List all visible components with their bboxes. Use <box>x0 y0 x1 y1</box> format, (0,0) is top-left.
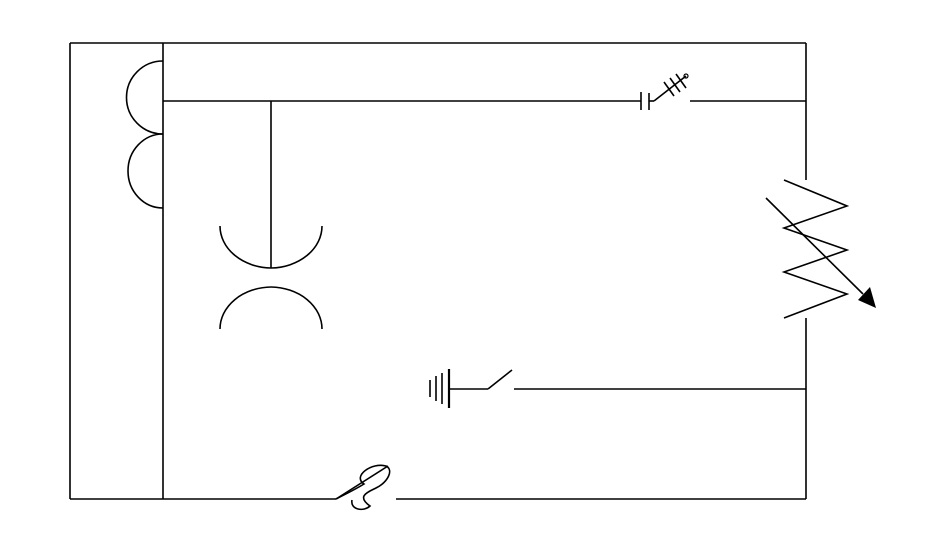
inductor-coil-upper <box>125 60 164 135</box>
fuse-curve <box>335 464 391 511</box>
resistor-adjust-arrow-shaft <box>765 197 864 295</box>
transformer-coil-2 <box>270 225 323 269</box>
transformer-icon <box>219 225 323 330</box>
battery-switch-icon <box>429 369 513 408</box>
outer-frame <box>69 42 163 500</box>
transformer-coil-1 <box>219 225 272 269</box>
resistor-arrow-head <box>858 287 876 308</box>
fuse-icon <box>335 464 391 511</box>
capacitor-tuning-arrow <box>653 75 687 102</box>
inductor-coil-lower <box>127 133 164 209</box>
inductor-icon <box>125 60 164 209</box>
capacitor-tick-2 <box>669 77 681 93</box>
capacitor-tick-3 <box>675 73 687 89</box>
transformer-coil-4 <box>270 286 323 330</box>
capacitor-tick-1 <box>663 81 675 97</box>
capacitor-tip <box>683 73 689 79</box>
variable-capacitor-icon <box>640 73 689 110</box>
switch-blade <box>487 369 513 390</box>
fuse-diagonal <box>335 465 389 500</box>
transformer-coil-3 <box>219 286 272 330</box>
rheostat-icon <box>765 179 876 319</box>
resistor-zigzag <box>781 179 850 319</box>
